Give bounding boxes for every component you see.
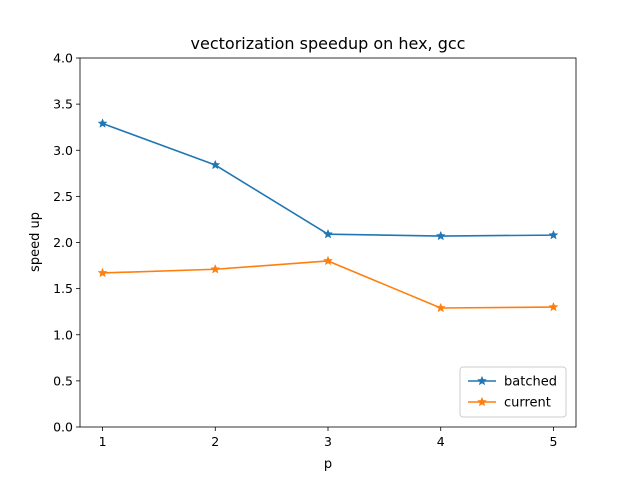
y-tick-label: 3.0 (53, 143, 73, 158)
legend: batched current (459, 366, 567, 418)
x-tick-label: 3 (324, 434, 332, 449)
data-point-batched (435, 230, 446, 241)
data-point-batched (548, 229, 559, 240)
data-point-current (210, 263, 221, 274)
x-axis-label: p (324, 457, 332, 472)
x-tick-label: 4 (437, 434, 445, 449)
y-tick-label: 0.5 (53, 373, 73, 388)
x-tick-label: 2 (211, 434, 219, 449)
data-point-batched (322, 228, 334, 239)
legend-marker-batched (476, 375, 488, 386)
data-point-batched (97, 118, 108, 128)
axes-frame (79, 57, 577, 428)
data-point-current (97, 267, 108, 278)
legend-marker-current (476, 396, 488, 407)
y-tick-label: 2.5 (53, 189, 73, 204)
plot-area: 1 2 3 4 5 0.0 0.5 1.0 1.5 2.0 2.5 3.0 3.5 4.0 (53, 51, 577, 449)
y-axis-label: speed up (28, 212, 43, 272)
x-tick-label: 1 (99, 434, 107, 449)
y-tick-label: 4.0 (53, 51, 73, 66)
data-point-batched (210, 159, 221, 170)
legend-label-batched: batched (504, 375, 557, 390)
chart-title: vectorization speedup on hex, gcc (191, 34, 466, 53)
y-tick-label: 0.0 (53, 420, 73, 435)
y-tick-label: 3.5 (53, 97, 73, 112)
x-tick-label: 5 (549, 434, 557, 449)
data-point-current (322, 255, 334, 266)
y-tick-label: 1.5 (53, 281, 73, 296)
data-point-current (548, 301, 559, 312)
data-point-current (435, 302, 446, 313)
y-tick-label: 2.0 (53, 235, 73, 250)
legend-label-current: current (504, 396, 551, 411)
y-tick-label: 1.0 (53, 327, 73, 342)
